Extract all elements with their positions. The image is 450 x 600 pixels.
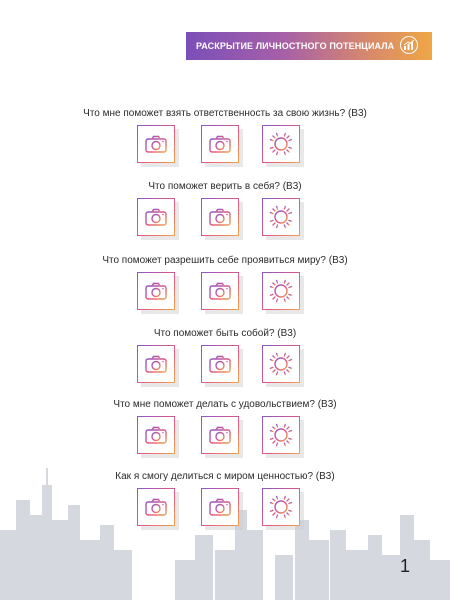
banner-title: РАСКРЫТИЕ ЛИЧНОСТНОГО ПОТЕНЦИАЛА: [196, 41, 395, 51]
question-text: Что мне поможет делать с удовольствием? …: [113, 399, 337, 410]
question-block: Что поможет разрешить себе проявиться ми…: [0, 254, 450, 314]
icon-row: [0, 416, 450, 460]
question-block: Что мне поможет взять ответственность за…: [0, 107, 450, 167]
question-text: Как я смогу делиться с миром ценностью? …: [115, 471, 335, 482]
question-text: Что поможет верить в себя? (В3): [148, 181, 302, 192]
camera-icon: [137, 345, 179, 387]
question-block: Что поможет быть собой? (В3): [0, 327, 450, 387]
sun-icon: [262, 345, 304, 387]
growth-chart-icon: [400, 36, 418, 54]
camera-icon: [137, 272, 179, 314]
sun-icon: [262, 416, 304, 458]
city-skyline-image: [0, 468, 450, 600]
icon-row: [0, 125, 450, 169]
icon-row: [0, 198, 450, 242]
icon-row: [0, 345, 450, 389]
question-text: Что поможет разрешить себе проявиться ми…: [102, 255, 348, 266]
camera-icon: [201, 198, 243, 240]
question-block: Что поможет верить в себя? (В3): [0, 180, 450, 240]
question-block: Как я смогу делиться с миром ценностью? …: [0, 470, 450, 530]
question-block: Что мне поможет делать с удовольствием? …: [0, 398, 450, 458]
camera-icon: [201, 345, 243, 387]
sun-icon: [262, 198, 304, 240]
icon-row: [0, 488, 450, 532]
camera-icon: [201, 125, 243, 167]
camera-icon: [137, 488, 179, 530]
sun-icon: [262, 272, 304, 314]
icon-row: [0, 272, 450, 316]
camera-icon: [201, 416, 243, 458]
sun-icon: [262, 125, 304, 167]
page-number: 1: [399, 556, 410, 576]
question-text: Что поможет быть собой? (В3): [153, 328, 297, 339]
camera-icon: [137, 125, 179, 167]
camera-icon: [137, 198, 179, 240]
camera-icon: [137, 416, 179, 458]
sun-icon: [262, 488, 304, 530]
section-banner: РАСКРЫТИЕ ЛИЧНОСТНОГО ПОТЕНЦИАЛА: [186, 32, 432, 60]
camera-icon: [201, 272, 243, 314]
question-text: Что мне поможет взять ответственность за…: [83, 108, 367, 119]
camera-icon: [201, 488, 243, 530]
